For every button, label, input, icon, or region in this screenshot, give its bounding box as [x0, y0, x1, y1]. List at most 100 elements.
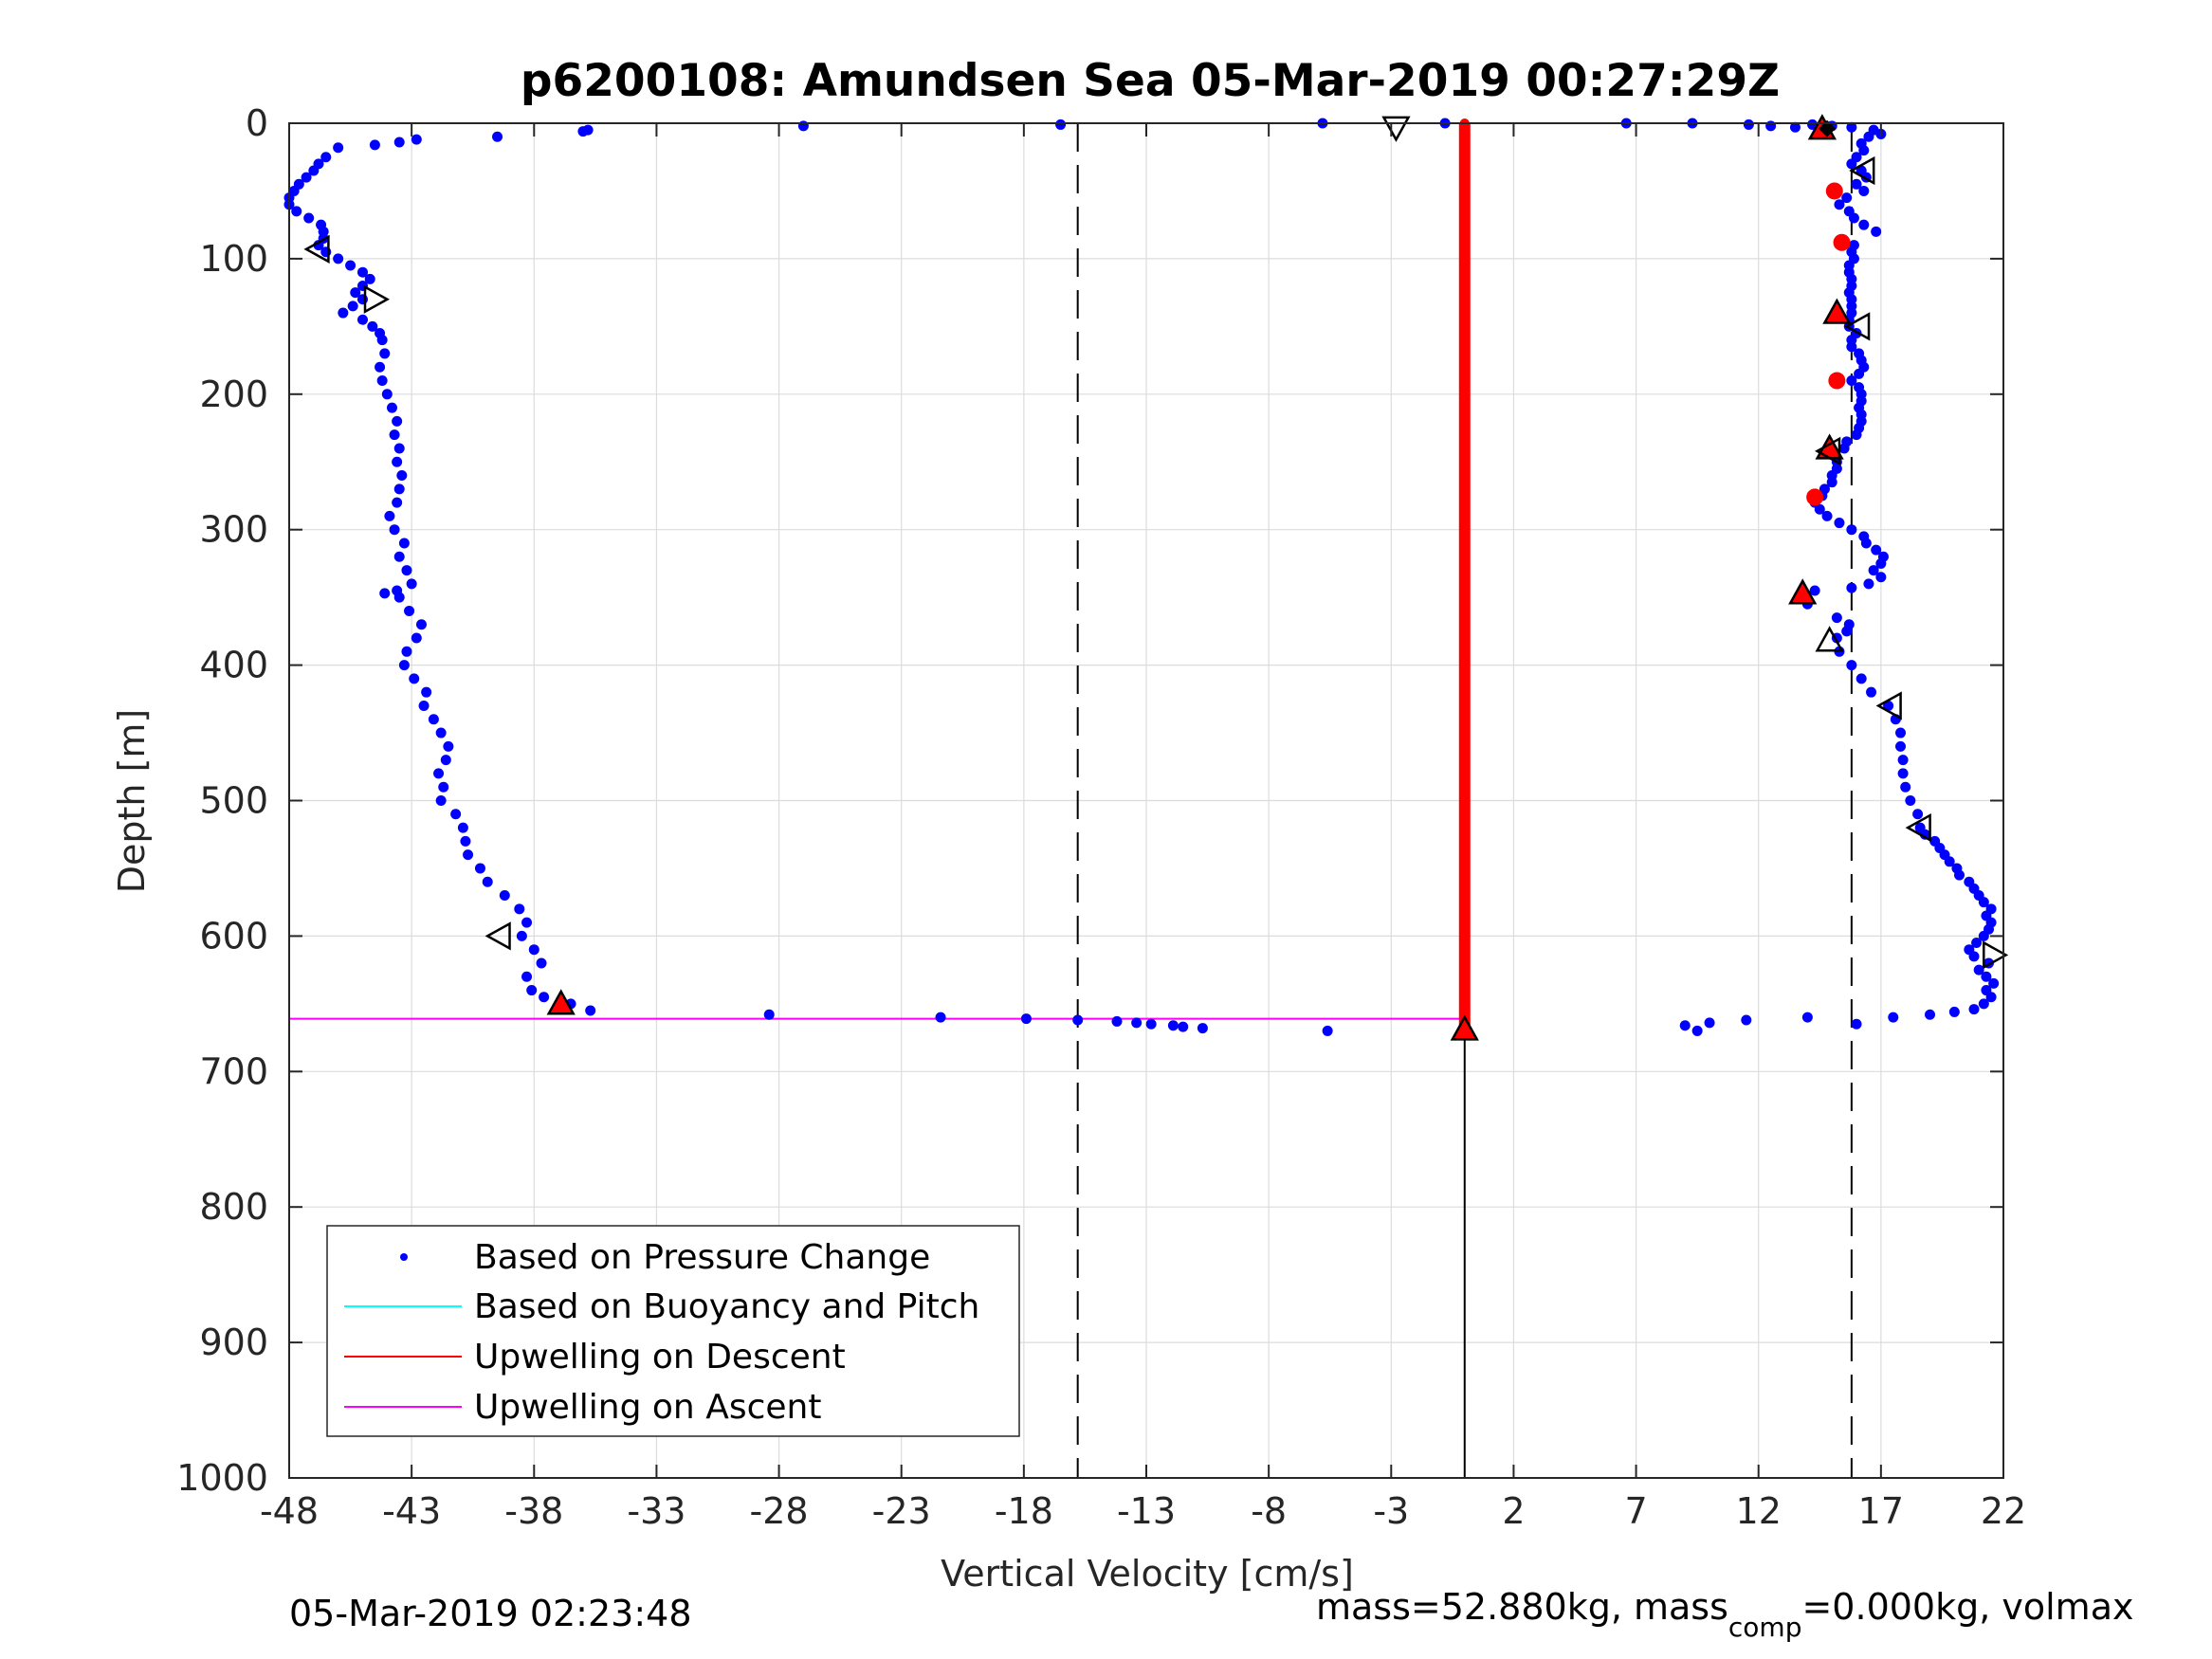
y-tick-label: 700 [199, 1050, 268, 1092]
pressure-change-point [392, 456, 403, 467]
pressure-change-point [389, 429, 400, 441]
plot-area [283, 114, 2009, 1478]
upwelling-descent-point [1459, 682, 1470, 692]
upwelling-descent-point [1459, 465, 1470, 475]
pressure-change-point [1846, 660, 1857, 671]
x-tick-label: -38 [504, 1490, 563, 1532]
legend: Based on Pressure Change Based on Buoyan… [326, 1225, 1020, 1437]
pressure-change-point [1877, 551, 1889, 562]
pressure-change-point [421, 686, 432, 698]
pressure-change-point [1948, 1006, 1960, 1017]
pressure-change-point [435, 795, 447, 806]
open-triangle-left-marker [1849, 155, 1875, 186]
upwelling-descent-point [1459, 194, 1470, 205]
pressure-change-point [356, 314, 368, 325]
upwelling-descent-point [1459, 356, 1470, 367]
footer-mass-info: mass=52.880kg, masscomp=0.000kg, volmax [1316, 1586, 2133, 1643]
upwelling-descent-point [1459, 302, 1470, 313]
upwelling-descent-point [1459, 270, 1470, 281]
pressure-change-point [1858, 185, 1870, 196]
pressure-change-point [333, 142, 344, 154]
pressure-change-point [1145, 1018, 1157, 1030]
legend-label-buoyancy: Based on Buoyancy and Pitch [474, 1287, 979, 1326]
upwelling-descent-point [1459, 183, 1470, 193]
pressure-change-point [435, 727, 447, 738]
pressure-change-point [1971, 938, 1983, 949]
pressure-change-point [379, 588, 391, 599]
footer-mass-subscript: comp [1728, 1612, 1802, 1643]
upwelling-descent-point [1459, 584, 1470, 594]
upwelling-descent-point [1459, 855, 1470, 866]
pressure-change-point [404, 605, 415, 616]
diamond-marker [1819, 119, 1837, 137]
pressure-change-point [443, 740, 454, 752]
axis-ticks: -48 -43 -38 -33 -28 -23 -18 -13 -8 -3 2 7 12 17 22 0 100… [176, 102, 2026, 1532]
open-triangle-right-marker [1983, 940, 2009, 970]
upwelling-descent-point [1459, 281, 1470, 291]
pressure-change-point [384, 510, 395, 521]
pressure-change-point [1925, 1009, 1936, 1020]
upwelling-descent-point [1459, 811, 1470, 822]
pressure-change-point [514, 903, 525, 915]
pressure-change-point [393, 443, 405, 454]
y-tick-label: 0 [246, 102, 268, 144]
pressure-change-point [450, 809, 462, 820]
upwelling-descent-point [1459, 963, 1470, 974]
pressure-change-point [1895, 727, 1907, 738]
upwelling-descent-point [1459, 324, 1470, 335]
pressure-change-point [433, 768, 445, 779]
y-tick-label: 400 [199, 645, 268, 686]
red-marker-dot [1806, 488, 1824, 506]
upwelling-descent-point [1459, 975, 1470, 985]
upwelling-descent-point [1459, 443, 1470, 453]
pressure-change-point [333, 253, 344, 264]
pressure-change-point [1789, 121, 1801, 133]
upwelling-descent-point [1459, 508, 1470, 519]
red-marker-dot [1833, 233, 1851, 251]
pressure-change-point [367, 320, 378, 332]
pressure-change-point [1985, 903, 1997, 915]
pressure-change-point [1834, 518, 1845, 529]
upwelling-descent-point [1459, 953, 1470, 963]
x-tick-label: 22 [1981, 1490, 2026, 1532]
pressure-change-point [499, 890, 510, 902]
red-triangle-marker [546, 989, 576, 1015]
x-tick-label: -28 [750, 1490, 809, 1532]
pressure-change-point [1197, 1023, 1208, 1034]
pressure-change-point [1846, 582, 1857, 593]
legend-box [326, 1225, 1020, 1437]
pressure-change-point [463, 849, 474, 861]
upwelling-descent-point [1459, 410, 1470, 421]
upwelling-descent-point [1459, 161, 1470, 172]
upwelling-descent-point [1459, 378, 1470, 389]
footer-mass-rest: =0.000kg, volmax [1801, 1586, 2133, 1628]
upwelling-descent-point [1459, 454, 1470, 465]
x-tick-label: -33 [627, 1490, 686, 1532]
upwelling-descent-point [1459, 649, 1470, 660]
upwelling-descent-point [1459, 139, 1470, 150]
pressure-change-point [398, 538, 410, 549]
upwelling-descent-point [1459, 833, 1470, 844]
pressure-change-point [1741, 1014, 1752, 1026]
upwelling-descent-point [1459, 476, 1470, 486]
upwelling-descent-point [1459, 616, 1470, 627]
legend-label-up-ascent: Upwelling on Ascent [474, 1388, 821, 1427]
upwelling-descent-point [1459, 725, 1470, 736]
pressure-change-point [1743, 118, 1754, 130]
pressure-change-point [1863, 578, 1874, 590]
pressure-change-point [1843, 206, 1855, 217]
pressure-change-point [1856, 165, 1867, 176]
upwelling-descent-point [1459, 486, 1470, 497]
upwelling-descent-point [1459, 173, 1470, 183]
pressure-change-point [521, 971, 533, 982]
pressure-change-point [1951, 863, 1963, 874]
upwelling-descent-point [1459, 422, 1470, 432]
upwelling-descent-point [1459, 877, 1470, 887]
pressure-change-point [1851, 152, 1862, 163]
x-tick-label: -3 [1373, 1490, 1409, 1532]
pressure-change-point [428, 714, 439, 725]
legend-label-up-descent: Upwelling on Descent [474, 1338, 846, 1376]
pressure-change-point [1871, 226, 1882, 237]
pressure-change-point [582, 124, 594, 136]
y-tick-label: 600 [199, 915, 268, 957]
